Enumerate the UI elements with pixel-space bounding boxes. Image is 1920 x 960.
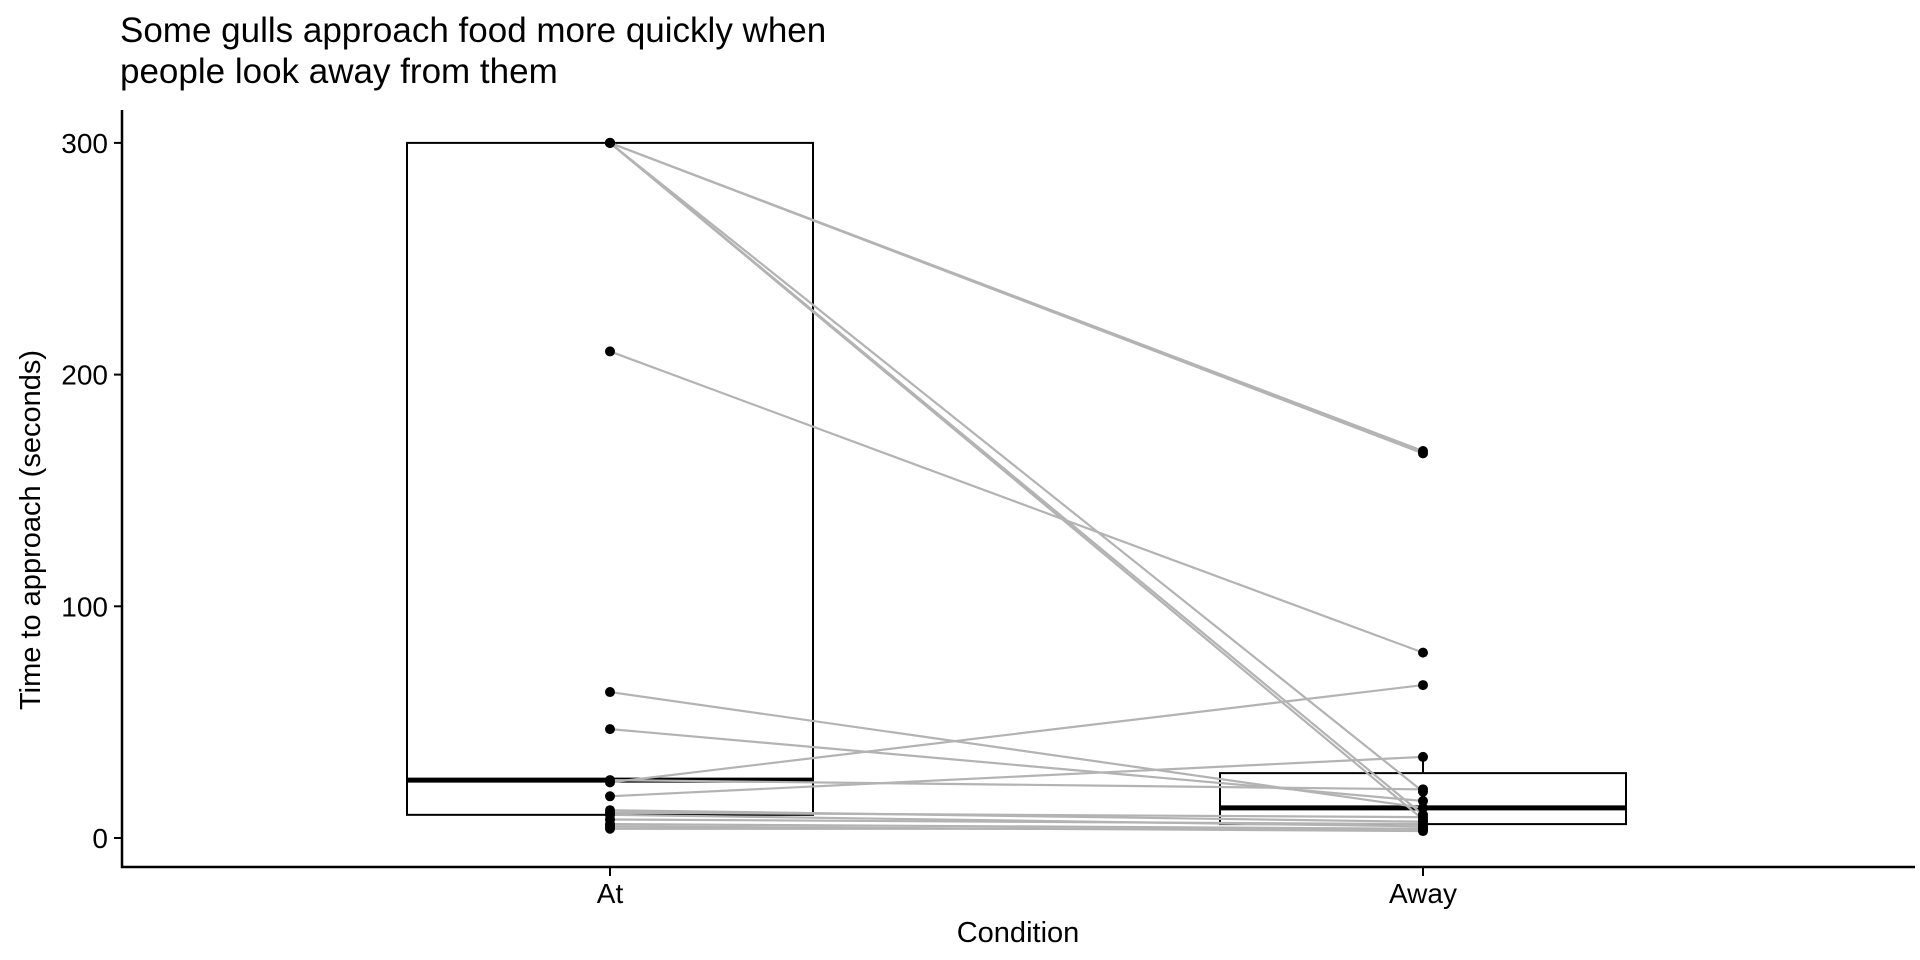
y-axis-title: Time to approach (seconds) xyxy=(15,350,47,710)
pair-line-3 xyxy=(609,142,1424,793)
y-axis-ticks: 0 100 200 300 xyxy=(61,128,122,854)
point-away-2 xyxy=(1418,448,1428,459)
point-away-18 xyxy=(1418,823,1428,834)
point-at-5 xyxy=(605,137,615,148)
point-away-8 xyxy=(1418,795,1428,806)
point-away-9 xyxy=(1418,784,1428,795)
chart-title-line-2: people look away from them xyxy=(120,52,558,91)
y-tick-label-300: 300 xyxy=(61,128,108,159)
point-at-6 xyxy=(605,346,615,357)
pair-line-2 xyxy=(609,141,1424,455)
point-at-8 xyxy=(605,724,615,735)
point-away-6 xyxy=(1418,647,1428,658)
pair-line-12 xyxy=(609,809,1424,823)
pair-line-15 xyxy=(609,818,1424,826)
plot-area xyxy=(406,137,1627,837)
point-at-10 xyxy=(605,777,615,788)
pair-line-14 xyxy=(609,813,1424,828)
x-axis-ticks: At Away xyxy=(597,867,1457,909)
y-tick-label-200: 200 xyxy=(61,360,108,391)
box-at xyxy=(406,141,814,816)
y-tick-label-0: 0 xyxy=(92,823,108,854)
x-tick-label-at: At xyxy=(597,878,624,909)
x-tick-label-away: Away xyxy=(1389,878,1457,909)
chart-title-line-1: Some gulls approach food more quickly wh… xyxy=(120,11,826,50)
point-at-7 xyxy=(605,687,615,698)
x-axis-title: Condition xyxy=(957,917,1080,949)
point-away-13 xyxy=(1418,812,1428,823)
pair-line-13 xyxy=(609,811,1424,819)
point-at-18 xyxy=(605,823,615,834)
pair-line-6 xyxy=(609,350,1424,654)
point-away-10 xyxy=(1418,680,1428,691)
y-tick-label-100: 100 xyxy=(61,591,108,622)
pair-line-9 xyxy=(609,778,1424,791)
pair-line-11 xyxy=(609,755,1424,798)
pair-line-5 xyxy=(609,142,1424,821)
point-away-11 xyxy=(1418,751,1428,762)
point-away-7 xyxy=(1418,802,1428,813)
point-at-11 xyxy=(605,791,615,802)
pair-line-8 xyxy=(609,728,1424,803)
pair-line-10 xyxy=(609,683,1424,784)
